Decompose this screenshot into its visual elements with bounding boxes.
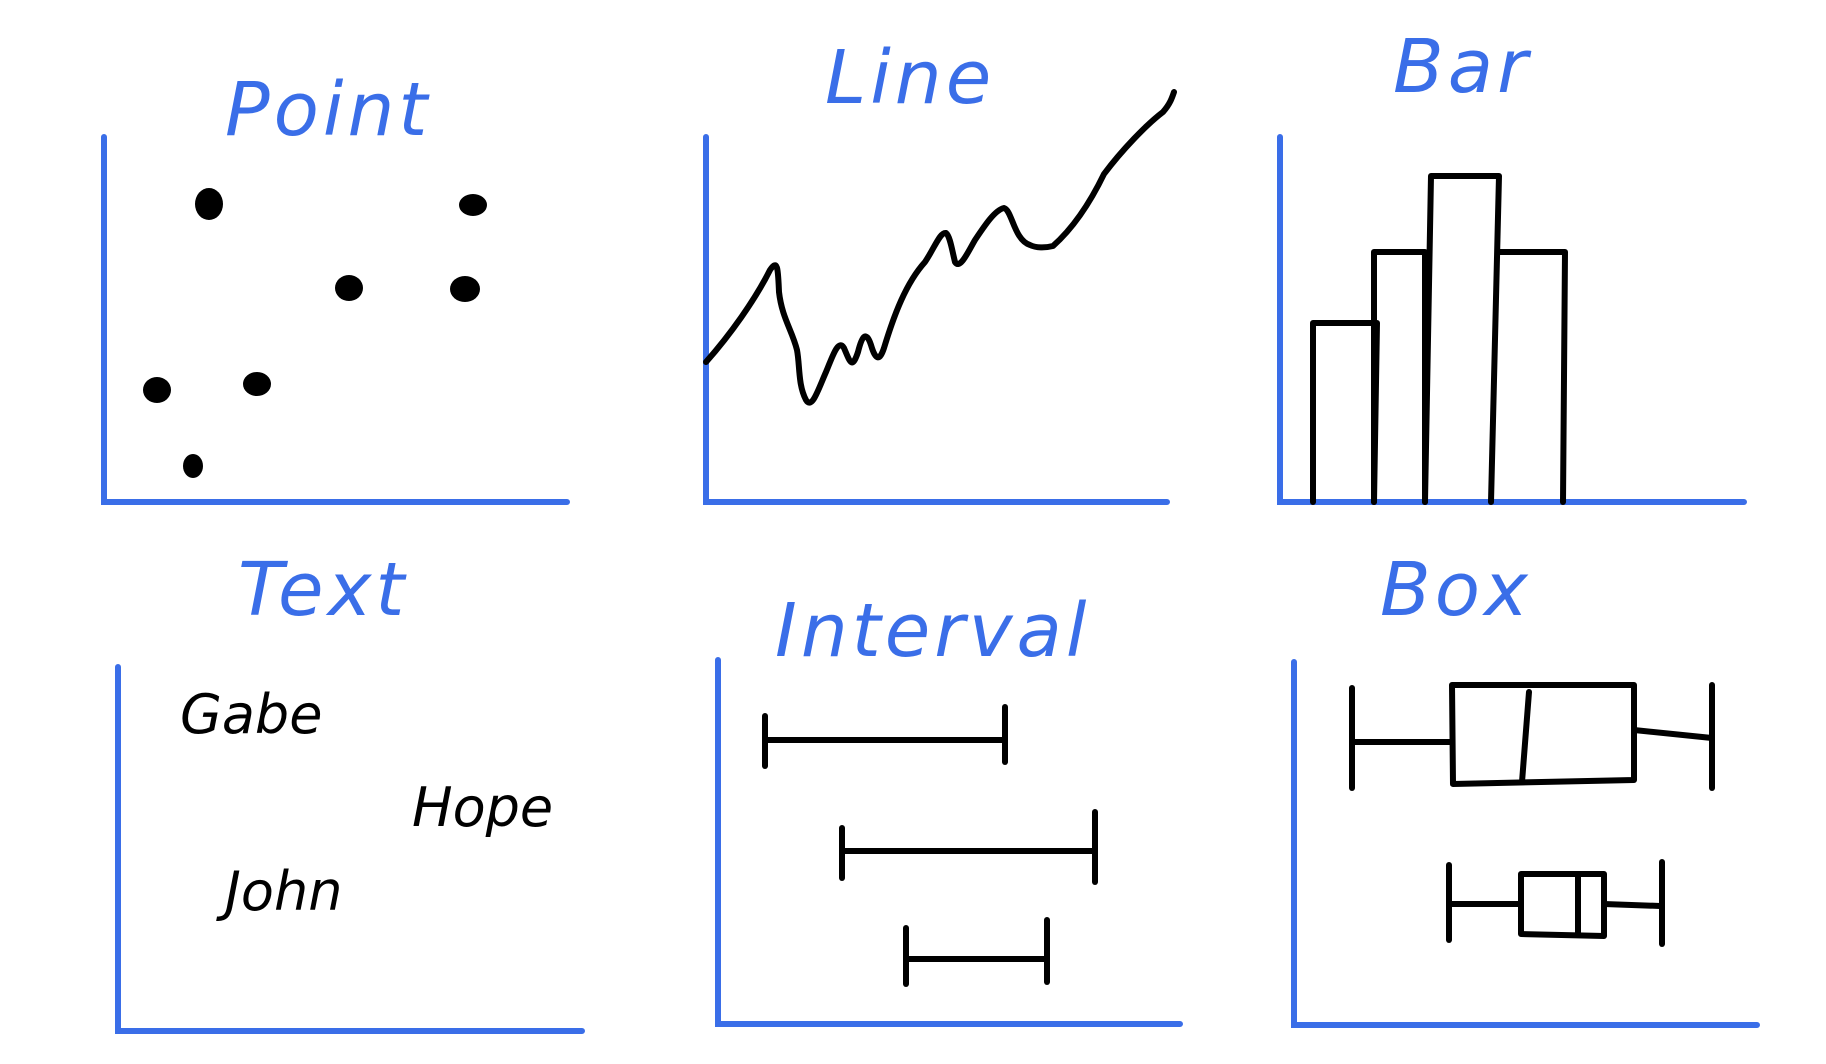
panel-title-bar: Bar [1393,24,1532,110]
bar-2 [1371,249,1428,505]
bar-1 [1310,320,1380,505]
line-series [703,89,1177,406]
box-axes [1291,659,1760,1028]
bar-panel: Bar [1277,24,1747,505]
line-panel: Line [703,35,1177,505]
point-panel: Point [101,67,570,505]
box-panel: Box [1291,547,1760,1028]
interval-axes [715,657,1183,1027]
interval-2 [839,809,1098,885]
text-label: Gabe [180,683,322,746]
scatter-point [143,377,171,403]
scatter-point [183,454,203,478]
panel-title-point: Point [225,67,431,153]
bar-3 [1422,173,1502,505]
text-panel: Text Gabe Hope John [115,547,585,1034]
panel-title-interval: Interval [775,588,1090,674]
scatter-point [195,188,223,220]
point-axes [101,134,570,505]
scatter-point [335,275,363,301]
boxplot-2 [1446,859,1665,947]
bar-4 [1496,249,1568,505]
text-label: Hope [412,776,553,839]
interval-1 [762,704,1008,769]
boxplot-1 [1349,682,1715,791]
line-axes [703,134,1170,505]
panel-title-text: Text [238,547,408,633]
interval-panel: Interval [715,588,1183,1027]
text-label: John [216,860,342,923]
panel-title-line: Line [825,35,995,121]
interval-3 [903,917,1050,987]
bar-axes [1277,134,1747,505]
text-axes [115,664,585,1034]
scatter-point [243,372,271,396]
scatter-point [459,194,487,216]
scatter-point [450,276,480,302]
panel-title-box: Box [1380,547,1532,633]
